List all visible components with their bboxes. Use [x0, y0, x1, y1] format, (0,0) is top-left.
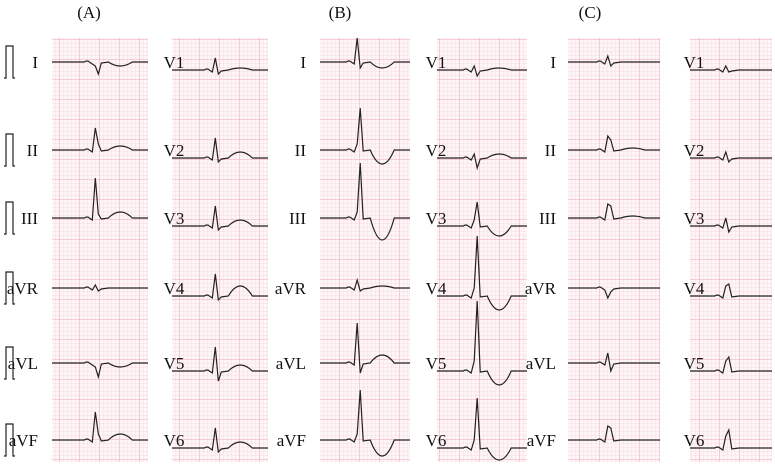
ecg-trace	[52, 177, 148, 222]
ecg-trace	[320, 162, 410, 241]
lead-label: III	[21, 209, 38, 228]
lead-label: V5	[684, 354, 705, 373]
ecg-trace	[320, 277, 410, 292]
calibration-mark	[4, 133, 15, 167]
lead-label: V1	[684, 53, 705, 72]
ecg-trace	[568, 286, 660, 300]
ecg-trace	[437, 397, 527, 461]
ecg-trace	[320, 37, 410, 70]
lead-label: V3	[426, 209, 447, 228]
panel-label: (C)	[579, 3, 602, 22]
ecg-trace	[52, 283, 148, 292]
ecg-trace	[690, 217, 772, 234]
lead-label: aVL	[526, 354, 556, 373]
lead-label: II	[27, 141, 39, 160]
lead-label: V5	[164, 354, 185, 373]
ecg-trace	[690, 283, 772, 299]
lead-label: aVL	[8, 354, 38, 373]
ecg-trace	[437, 152, 527, 171]
ecg-trace	[437, 201, 527, 237]
lead-label: aVF	[527, 431, 556, 450]
lead-label: V4	[426, 279, 447, 298]
ecg-trace	[52, 361, 148, 380]
calibration-mark	[4, 423, 15, 457]
ecg-trace	[52, 127, 148, 154]
lead-label: V2	[164, 141, 185, 160]
lead-label: aVL	[276, 354, 306, 373]
ecg-trace	[568, 54, 660, 68]
ecg-trace	[437, 300, 527, 386]
lead-label: V2	[684, 141, 705, 160]
panel-label: (A)	[77, 3, 101, 22]
calibration-mark	[4, 201, 15, 235]
ecg-grid	[320, 38, 410, 462]
lead-label: III	[289, 209, 306, 228]
ecg-trace	[690, 428, 772, 451]
lead-label: V1	[164, 53, 185, 72]
ecg-trace	[690, 355, 772, 374]
lead-label: V5	[426, 354, 447, 373]
panel-label: (B)	[329, 3, 352, 22]
lead-label: V4	[164, 279, 185, 298]
ecg-grid	[437, 38, 527, 462]
ecg-trace	[52, 411, 148, 444]
ecg-grid	[690, 38, 772, 462]
ecg-trace	[172, 205, 268, 232]
ecg-trace	[437, 235, 527, 311]
ecg-trace	[172, 137, 268, 164]
lead-label: II	[295, 141, 307, 160]
lead-label: aVR	[7, 279, 39, 298]
lead-label: V6	[684, 431, 705, 450]
ecg-trace	[172, 273, 268, 302]
ecg-grid	[172, 38, 268, 462]
ecg-trace	[568, 424, 660, 444]
ecg-trace	[690, 64, 772, 73]
lead-label: V1	[426, 53, 447, 72]
ecg-trace	[172, 57, 268, 76]
ecg-trace	[320, 107, 410, 165]
calibration-mark	[4, 45, 15, 79]
lead-label: V4	[684, 279, 705, 298]
ecg-trace	[690, 150, 772, 164]
ecg-trace	[52, 60, 148, 76]
lead-label: II	[545, 141, 557, 160]
ecg-trace	[568, 202, 660, 222]
lead-label: V6	[426, 431, 447, 450]
lead-label: aVR	[525, 279, 557, 298]
lead-label: aVF	[277, 431, 306, 450]
ecg-trace	[437, 64, 527, 78]
ecg-trace	[172, 346, 268, 382]
ecg-trace	[320, 389, 410, 457]
calibration-mark	[4, 346, 15, 380]
lead-label: I	[300, 53, 306, 72]
lead-label: III	[539, 209, 556, 228]
ecg-trace	[320, 322, 410, 374]
panels: (A)IIIIIIaVRaVLaVFV1V2V3V4V5V6(B)IIIIIIa…	[4, 3, 772, 462]
ecg-trace	[568, 134, 660, 154]
lead-label: V2	[426, 141, 447, 160]
lead-label: I	[32, 53, 38, 72]
ecg-trace	[568, 352, 660, 374]
lead-label: V3	[164, 209, 185, 228]
lead-label: V3	[684, 209, 705, 228]
lead-label: V6	[164, 431, 185, 450]
lead-label: aVF	[9, 431, 38, 450]
ecg-grid	[52, 38, 148, 462]
ecg-trace	[172, 427, 268, 454]
calibration-mark	[4, 271, 15, 305]
lead-label: I	[550, 53, 556, 72]
ecg-grid	[568, 38, 660, 462]
lead-label: aVR	[275, 279, 307, 298]
